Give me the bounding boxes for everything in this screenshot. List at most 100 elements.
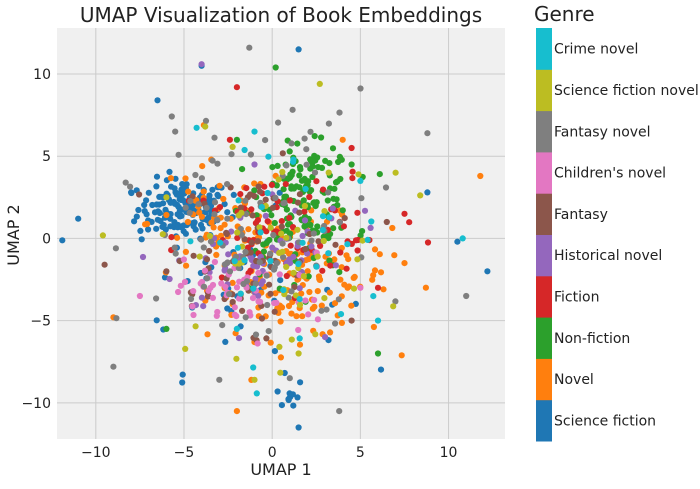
scatter-point [285, 302, 293, 310]
scatter-point [59, 237, 66, 244]
scatter-point [333, 196, 340, 203]
y-axis-ticks: −10 −5 0 5 10 [21, 67, 51, 412]
scatter-point [358, 195, 365, 202]
scatter-point [368, 218, 375, 225]
colorbar-swatch-historical-novel [536, 234, 552, 277]
scatter-point [239, 307, 246, 314]
scatter-point [189, 303, 196, 310]
scatter-point [310, 230, 317, 237]
scatter-point [136, 191, 143, 198]
colorbar-swatch-children-s-novel [536, 151, 552, 194]
scatter-point [273, 259, 280, 267]
scatter-point [377, 269, 385, 276]
scatter-point [332, 320, 339, 327]
scatter-point [176, 190, 183, 197]
scatter-point [200, 283, 208, 290]
scatter-point [348, 144, 355, 152]
scatter-point [314, 316, 321, 323]
scatter-point [200, 188, 207, 195]
scatter-point [214, 160, 221, 167]
scatter-point [167, 175, 174, 182]
scatter-point [229, 298, 236, 306]
scatter-point [312, 331, 319, 338]
scatter-point [294, 140, 301, 147]
scatter-point [231, 311, 238, 318]
scatter-point [281, 199, 288, 206]
scatter-point [268, 181, 275, 188]
scatter-point [307, 165, 314, 172]
y-tick-label: −10 [21, 396, 51, 412]
scatter-point [293, 313, 300, 320]
scatter-point [285, 396, 292, 404]
x-tick-label: 5 [356, 445, 365, 461]
scatter-point [195, 183, 203, 190]
scatter-point [183, 262, 190, 269]
scatter-point [153, 225, 160, 232]
colorbar-swatch-fantasy-novel [536, 110, 552, 153]
scatter-point [357, 177, 364, 184]
scatter-point [198, 236, 205, 243]
scatter-point [344, 241, 351, 248]
scatter-point [422, 284, 429, 291]
scatter-point [339, 136, 346, 143]
scatter-point [389, 224, 396, 232]
scatter-point [289, 168, 296, 175]
scatter-point [318, 134, 325, 141]
scatter-point [262, 137, 269, 144]
scatter-point [299, 313, 306, 320]
scatter-point [324, 197, 331, 204]
scatter-point [179, 371, 186, 378]
scatter-point [177, 282, 184, 289]
scatter-point [350, 285, 358, 292]
scatter-point [337, 175, 344, 183]
scatter-point [156, 209, 163, 217]
scatter-point [260, 241, 267, 248]
scatter-point [145, 189, 152, 196]
x-tick-label: 10 [440, 445, 458, 461]
scatter-point [198, 175, 205, 182]
scatter-point [230, 191, 237, 198]
scatter-point [252, 331, 260, 338]
scatter-point [167, 199, 174, 206]
scatter-point [297, 166, 304, 173]
scatter-point [213, 251, 220, 258]
scatter-point [209, 294, 216, 301]
scatter-point [288, 140, 295, 147]
scatter-point [354, 209, 361, 216]
scatter-point [367, 224, 374, 231]
y-tick-label: 5 [42, 149, 51, 165]
scatter-point [145, 226, 152, 233]
legend-label-historical-novel: Historical novel [554, 248, 662, 264]
scatter-point [298, 290, 305, 297]
scatter-point [336, 109, 343, 116]
scatter-point [136, 292, 143, 300]
scatter-point [246, 44, 253, 51]
scatter-point [174, 234, 181, 241]
scatter-point [218, 274, 225, 281]
scatter-point [303, 146, 310, 153]
scatter-point [272, 290, 279, 297]
scatter-point [250, 285, 257, 292]
scatter-point [258, 204, 265, 211]
scatter-point [192, 323, 199, 330]
scatter-point [364, 236, 371, 243]
scatter-point [211, 211, 218, 218]
scatter-point [135, 206, 142, 214]
scatter-point [311, 169, 319, 176]
scatter-point [272, 64, 279, 71]
scatter-point [331, 185, 338, 192]
scatter-point [318, 164, 326, 171]
scatter-point [182, 204, 189, 211]
scatter-point [322, 334, 329, 341]
scatter-point [335, 296, 342, 303]
scatter-point [267, 224, 274, 231]
scatter-point [207, 284, 214, 291]
legend-label-science-fiction-novel: Science fiction novel [554, 83, 699, 99]
scatter-point [233, 355, 240, 362]
scatter-point [454, 238, 461, 245]
scatter-point [203, 204, 210, 211]
scatter-point [398, 352, 405, 359]
colorbar-swatch-crime-novel [536, 28, 552, 70]
scatter-point [254, 340, 261, 347]
